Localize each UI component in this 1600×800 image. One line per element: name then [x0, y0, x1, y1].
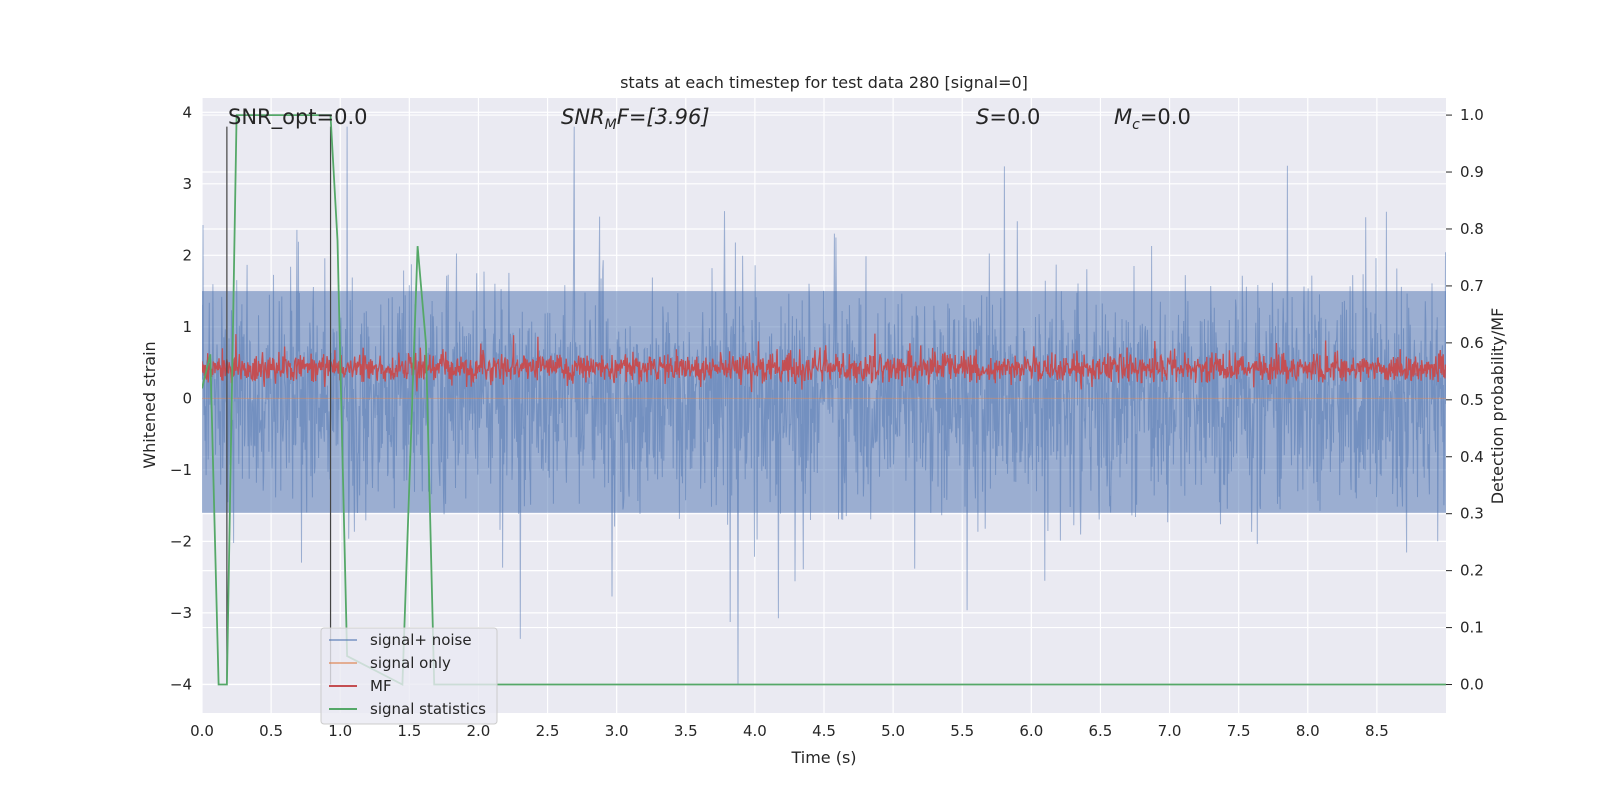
vertical-markers — [226, 126, 332, 685]
x-tick-label: 7.5 — [1227, 722, 1251, 740]
x-tick-labels: 0.0 0.5 1.0 1.5 2.0 2.5 3.0 3.5 4.0 4.5 5.0 5.5 6.0 6… — [190, 722, 1389, 740]
annotation-mc-sub: c — [1132, 117, 1140, 133]
x-tick-label: 4.5 — [812, 722, 836, 740]
x-tick-label: 2.0 — [467, 722, 491, 740]
annotation-s-prefix: S — [976, 105, 989, 129]
y-right-tick-label: 0.3 — [1460, 505, 1484, 523]
y-tick-label: −2 — [170, 532, 192, 550]
y-tick-label: −3 — [170, 604, 192, 622]
x-axis-label: Time (s) — [790, 748, 856, 767]
mf-line — [202, 333, 1446, 393]
legend-label-signal-statistics: signal statistics — [370, 700, 486, 718]
annotation-s-suffix: =0.0 — [989, 105, 1040, 129]
y-right-tick-label: 0.1 — [1460, 619, 1484, 637]
y-right-tick-label: 0.6 — [1460, 334, 1484, 352]
x-tick-label: 2.5 — [536, 722, 560, 740]
x-tick-label: 7.0 — [1158, 722, 1182, 740]
series-signal-statistics — [202, 114, 1446, 686]
x-tick-label: 1.5 — [397, 722, 421, 740]
y-right-tick-label: 0.9 — [1460, 163, 1484, 181]
y-right-tick-label: 1.0 — [1460, 106, 1484, 124]
annotation-snr-opt: SNR_opt=0.0 — [228, 105, 368, 130]
y-tick-label: 4 — [182, 103, 192, 121]
annotation-mc-suffix: =0.0 — [1140, 105, 1191, 129]
annotation-snr-mf: SNRMF=[3.96] — [561, 105, 710, 133]
y-right-tick-label: 0.8 — [1460, 220, 1484, 238]
legend-label-signal-only: signal only — [370, 654, 451, 672]
y-right-axis-label: Detection probability/MF — [1488, 308, 1507, 505]
y-right-tick-label: 0.4 — [1460, 448, 1484, 466]
x-tick-label: 5.0 — [881, 722, 905, 740]
annotation-mc-prefix: M — [1114, 105, 1132, 129]
signal-noise-line — [202, 126, 1446, 685]
x-tick-label: 1.0 — [328, 722, 352, 740]
legend: signal+ noise signal only MF signal stat… — [320, 627, 498, 725]
legend-box — [320, 627, 498, 725]
x-tick-label: 5.5 — [950, 722, 974, 740]
y-tick-label: −1 — [170, 461, 192, 479]
y-tick-label: 0 — [182, 389, 192, 407]
chart-title: stats at each timestep for test data 280… — [620, 73, 1028, 92]
x-tick-label: 0.5 — [259, 722, 283, 740]
signal-statistics-line — [202, 114, 1446, 686]
series-mf — [202, 333, 1446, 393]
x-tick-label: 6.0 — [1019, 722, 1043, 740]
x-tick-label: 0.0 — [190, 722, 214, 740]
annotation-snr-mf-suffix: F=[3.96] — [617, 105, 710, 129]
y-right-tick-label: 0.0 — [1460, 676, 1484, 694]
x-tick-label: 8.0 — [1296, 722, 1320, 740]
y-axis-label: Whitened strain — [140, 341, 159, 468]
y-right-tick-label: 0.5 — [1460, 391, 1484, 409]
y-right-tick-labels: 1.0 0.9 0.8 0.7 0.6 0.5 0.4 0.3 0.2 0.1 0.0 — [1446, 106, 1484, 694]
x-tick-label: 3.0 — [605, 722, 629, 740]
annotation-s: S=0.0 — [976, 105, 1040, 129]
legend-label-signal-noise: signal+ noise — [370, 631, 472, 649]
y-right-tick-label: 0.7 — [1460, 277, 1484, 295]
annotation-snr-mf-sub: M — [605, 117, 617, 133]
y-tick-label: 2 — [182, 246, 192, 264]
annotation-snr-mf-prefix: SNR — [561, 105, 605, 129]
y-right-tick-label: 0.2 — [1460, 562, 1484, 580]
legend-label-mf: MF — [370, 677, 392, 695]
x-tick-label: 6.5 — [1089, 722, 1113, 740]
y-tick-label: 3 — [182, 175, 192, 193]
x-tick-label: 8.5 — [1365, 722, 1389, 740]
y-tick-labels: 4 3 2 1 0 −1 −2 −3 −4 — [170, 103, 192, 693]
x-tick-label: 3.5 — [674, 722, 698, 740]
y-tick-label: −4 — [170, 675, 192, 693]
x-tick-label: 4.0 — [743, 722, 767, 740]
y-tick-label: 1 — [182, 318, 192, 336]
annotation-mc: Mc=0.0 — [1114, 105, 1191, 133]
